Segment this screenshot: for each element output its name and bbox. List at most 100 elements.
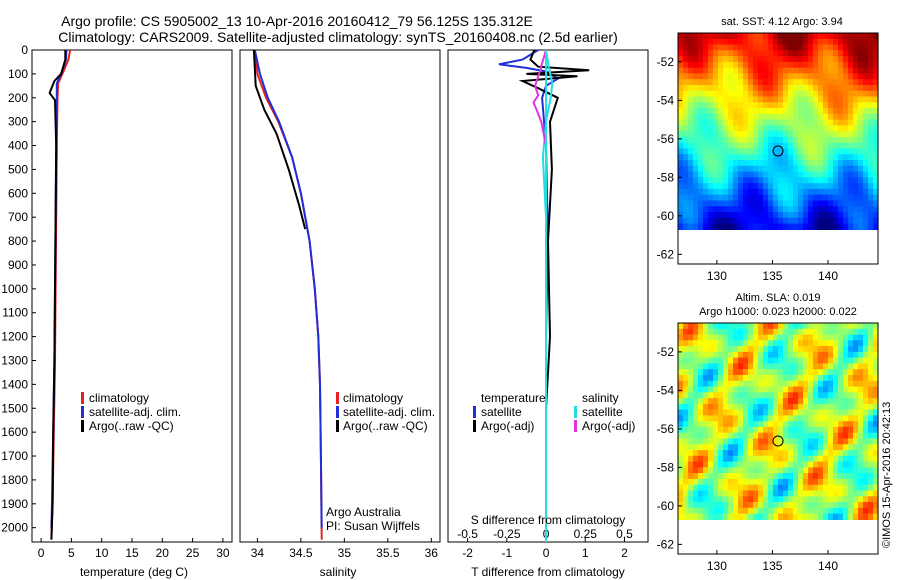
heatmap-cell (838, 206, 844, 213)
heatmap-cell (788, 160, 794, 167)
heatmap-cell (843, 206, 849, 213)
heatmap-cell (678, 369, 684, 376)
heatmap-cell (713, 426, 719, 434)
heatmap-cell (783, 484, 789, 492)
heatmap-cell (713, 113, 719, 121)
heatmap-cell (873, 223, 879, 230)
heatmap-cell (693, 346, 699, 353)
heatmap-cell (833, 455, 839, 463)
heatmap-cell (848, 200, 854, 207)
heatmap-cell (753, 154, 759, 161)
heatmap-cell (693, 513, 699, 520)
heatmap-cell (743, 165, 749, 173)
heatmap-cell (688, 67, 694, 75)
heatmap-cell (798, 206, 804, 213)
heatmap-cell (723, 212, 729, 219)
heatmap-cell (813, 90, 819, 98)
heatmap-cell (713, 160, 719, 167)
heatmap-cell (778, 188, 784, 196)
heatmap-cell (748, 56, 754, 63)
heatmap-cell (703, 357, 709, 364)
heatmap-cell (848, 363, 854, 370)
heatmap-cell (743, 478, 749, 486)
heatmap-cell (708, 119, 714, 126)
heatmap-cell (873, 85, 879, 92)
heatmap-cell (703, 334, 709, 341)
heatmap-cell (793, 450, 799, 457)
heatmap-cell (768, 73, 774, 80)
heatmap-cell (713, 467, 719, 474)
heatmap-cell (813, 108, 819, 115)
heatmap-cell (738, 334, 744, 341)
heatmap-cell (778, 136, 784, 144)
heatmap-cell (728, 206, 734, 213)
heatmap-cell (773, 188, 779, 196)
heatmap-cell (743, 328, 749, 336)
heatmap-cell (868, 432, 874, 440)
heatmap-cell (738, 357, 744, 364)
heatmap-cell (713, 108, 719, 115)
heatmap-cell (758, 392, 764, 399)
heatmap-cell (738, 131, 744, 138)
heatmap-cell (788, 346, 794, 353)
heatmap-cell (713, 380, 719, 388)
heatmap-cell (798, 426, 804, 434)
heatmap-cell (873, 478, 879, 486)
heatmap-cell (798, 455, 804, 463)
heatmap-cell (803, 44, 809, 51)
heatmap-cell (773, 334, 779, 341)
heatmap-cell (843, 131, 849, 138)
heatmap-cell (873, 212, 879, 219)
heatmap-cell (838, 73, 844, 80)
heatmap-cell (808, 450, 814, 457)
heatmap-cell (783, 148, 789, 155)
heatmap-cell (718, 171, 724, 178)
heatmap-cell (808, 183, 814, 190)
heatmap-cell (863, 351, 869, 359)
heatmap-cell (738, 484, 744, 492)
heatmap-cell (828, 33, 834, 40)
heatmap-cell (763, 438, 769, 445)
heatmap-cell (693, 323, 699, 330)
heatmap-cell (813, 142, 819, 150)
heatmap-cell (808, 351, 814, 359)
heatmap-cell (808, 467, 814, 474)
heatmap-cell (758, 67, 764, 75)
heatmap-cell (763, 206, 769, 213)
heatmap-cell (753, 380, 759, 388)
heatmap-cell (723, 467, 729, 474)
depth-tick-label: 1400 (1, 377, 28, 391)
heatmap-cell (763, 160, 769, 167)
heatmap-cell (783, 200, 789, 207)
heatmap-cell (833, 79, 839, 86)
heatmap-cell (783, 165, 789, 173)
heatmap-cell (823, 73, 829, 80)
heatmap-cell (818, 44, 824, 51)
heatmap-cell (858, 467, 864, 474)
heatmap-cell (873, 398, 879, 405)
heatmap-cell (773, 444, 779, 451)
heatmap-cell (728, 323, 734, 330)
heatmap-cell (873, 484, 879, 492)
heatmap-cell (853, 450, 859, 457)
heatmap-cell (713, 409, 719, 416)
heatmap-cell (843, 183, 849, 190)
heatmap-cell (778, 392, 784, 399)
heatmap-cell (843, 38, 849, 46)
heatmap-cell (783, 438, 789, 445)
heatmap-cell (838, 363, 844, 370)
heatmap-cell (768, 160, 774, 167)
heatmap-cell (748, 212, 754, 219)
heatmap-cell (823, 102, 829, 109)
heatmap-cell (773, 403, 779, 411)
heatmap-cell (728, 33, 734, 40)
heatmap-cell (748, 461, 754, 468)
heatmap-cell (788, 67, 794, 75)
heatmap-cell (678, 507, 684, 515)
heatmap-cell (868, 165, 874, 173)
heatmap-cell (828, 421, 834, 428)
heatmap-cell (698, 444, 704, 451)
heatmap-cell (708, 450, 714, 457)
heatmap-cell (763, 50, 769, 57)
heatmap-cell (723, 131, 729, 138)
